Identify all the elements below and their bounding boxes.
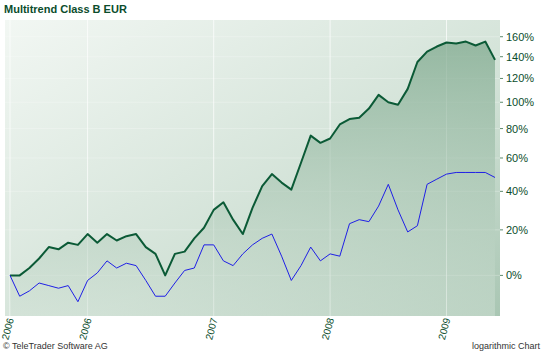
annotation: © TeleTrader Software AG — [3, 341, 108, 351]
y-tick-label: 120% — [506, 72, 534, 84]
chart: 0% 20% 40% 60% 80% 100% 120% 140% 160% 2006 2006 20… — [0, 0, 544, 353]
y-tick-label: 140% — [506, 51, 534, 63]
grid-line-y — [5, 36, 500, 37]
x-tick-label: 2007 — [203, 316, 219, 341]
y-tick — [500, 56, 503, 57]
x-tick-label: 2008 — [320, 316, 336, 341]
y-tick — [500, 128, 503, 129]
y-tick-label: 60% — [506, 152, 528, 164]
y-tick — [500, 191, 503, 192]
series-line — [10, 42, 495, 276]
y-tick-label: 80% — [506, 123, 528, 135]
y-tick — [500, 157, 503, 158]
y-tick — [500, 275, 503, 276]
plot-marks — [10, 42, 495, 316]
x-tick-label: 2009 — [436, 316, 452, 341]
y-tick-label: 160% — [506, 31, 534, 43]
y-tick-label: 0% — [506, 269, 522, 281]
y-tick — [500, 78, 503, 79]
y-tick-label: 40% — [506, 185, 528, 197]
annotation: logarithmic Chart — [472, 341, 541, 351]
plot-background — [5, 20, 500, 316]
series-line — [10, 172, 495, 301]
y-tick — [500, 102, 503, 103]
series-area — [10, 42, 495, 316]
grid-line-x — [10, 20, 11, 316]
x-tick-label: 2006 — [0, 316, 16, 341]
y-tick-label: 20% — [506, 224, 528, 236]
y-tick — [500, 229, 503, 230]
x-tick-label: 2006 — [77, 316, 93, 341]
title: Multitrend Class B EUR — [4, 3, 127, 15]
y-tick-label: 100% — [506, 96, 534, 108]
y-tick — [500, 36, 503, 37]
